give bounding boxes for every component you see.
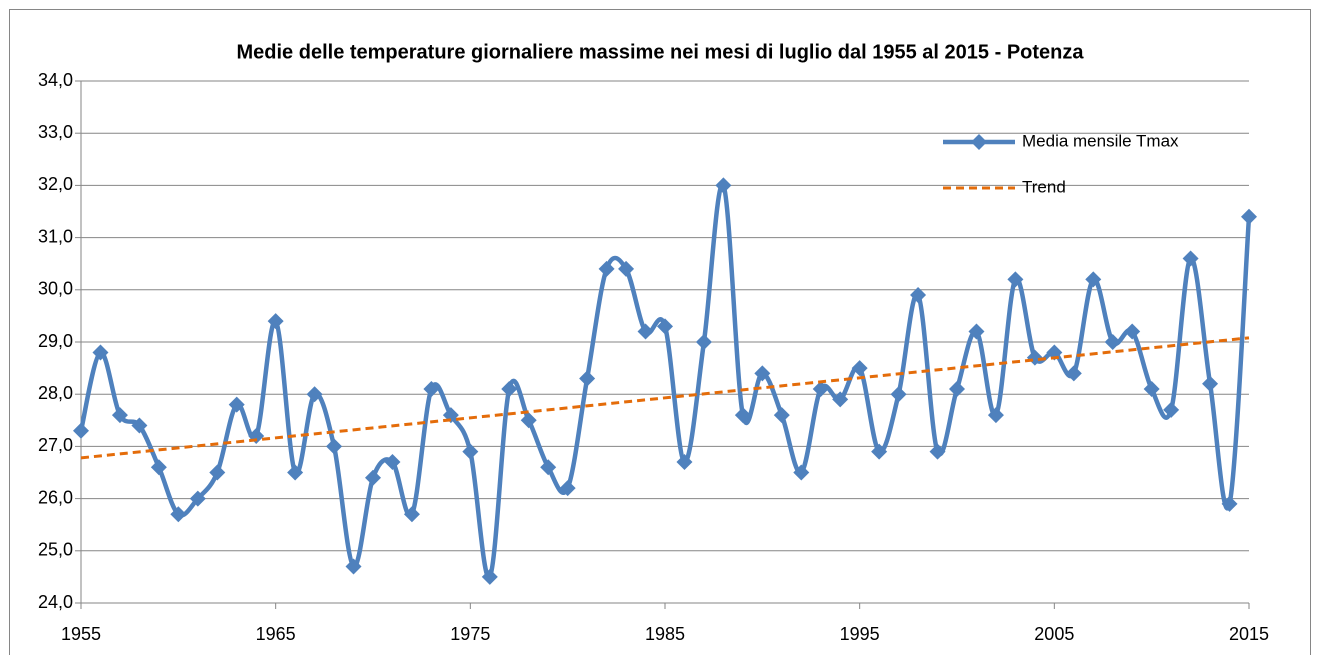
y-tick-label: 25,0 bbox=[38, 540, 73, 560]
data-marker bbox=[481, 568, 498, 585]
data-marker bbox=[1104, 334, 1121, 350]
y-tick-label: 26,0 bbox=[38, 487, 73, 507]
y-tick-label: 30,0 bbox=[38, 279, 73, 299]
data-marker bbox=[715, 177, 732, 194]
trend-line bbox=[80, 336, 1250, 460]
x-tick-label: 1995 bbox=[840, 624, 880, 644]
data-marker bbox=[1202, 375, 1219, 392]
data-marker bbox=[267, 313, 284, 330]
data-marker bbox=[1085, 271, 1102, 288]
data-marker bbox=[287, 464, 304, 481]
data-marker bbox=[1163, 401, 1180, 418]
chart-border bbox=[9, 9, 1311, 655]
data-marker bbox=[695, 334, 712, 350]
data-marker bbox=[598, 260, 615, 277]
y-tick-label: 28,0 bbox=[38, 383, 73, 403]
data-marker bbox=[949, 380, 965, 397]
data-marker bbox=[501, 380, 518, 397]
data-marker bbox=[1221, 495, 1238, 512]
data-marker bbox=[754, 365, 771, 382]
data-marker bbox=[579, 370, 596, 387]
data-marker bbox=[1241, 208, 1257, 225]
data-marker bbox=[345, 558, 362, 575]
data-marker bbox=[812, 380, 829, 397]
data-marker bbox=[1182, 250, 1199, 267]
data-marker bbox=[423, 380, 440, 397]
data-marker bbox=[618, 260, 635, 277]
data-marker bbox=[403, 506, 420, 523]
data-marker bbox=[1143, 380, 1160, 397]
x-tick-label: 1955 bbox=[61, 624, 101, 644]
x-tick-label: 2005 bbox=[1034, 624, 1074, 644]
data-marker bbox=[365, 469, 381, 486]
data-marker bbox=[832, 391, 849, 408]
chart-title: Medie delle temperature giornaliere mass… bbox=[237, 41, 1085, 63]
data-marker bbox=[1124, 323, 1141, 340]
x-tick-label: 1985 bbox=[645, 624, 685, 644]
data-marker bbox=[384, 454, 401, 471]
legend-marker bbox=[971, 134, 987, 150]
data-marker bbox=[540, 459, 557, 476]
legend-label: Trend bbox=[1022, 177, 1066, 196]
data-marker bbox=[92, 344, 109, 361]
data-marker bbox=[637, 323, 654, 340]
data-marker bbox=[559, 480, 576, 497]
data-marker bbox=[326, 438, 343, 455]
data-marker bbox=[929, 443, 946, 460]
data-marker bbox=[871, 443, 888, 460]
data-marker bbox=[734, 407, 751, 424]
data-marker bbox=[73, 422, 89, 439]
y-tick-label: 29,0 bbox=[38, 331, 73, 351]
data-marker bbox=[462, 443, 479, 460]
data-marker bbox=[1065, 365, 1082, 382]
x-tick-label: 2015 bbox=[1229, 624, 1269, 644]
x-tick-label: 1965 bbox=[256, 624, 296, 644]
y-tick-label: 31,0 bbox=[38, 226, 73, 246]
data-marker bbox=[111, 407, 128, 424]
data-marker bbox=[189, 490, 206, 507]
data-marker bbox=[987, 407, 1004, 424]
data-marker bbox=[228, 396, 245, 413]
y-tick-label: 34,0 bbox=[38, 70, 73, 90]
y-tick-label: 24,0 bbox=[38, 592, 73, 612]
data-marker bbox=[657, 318, 673, 335]
data-marker bbox=[968, 323, 985, 340]
x-tick-label: 1975 bbox=[450, 624, 490, 644]
data-marker bbox=[773, 407, 790, 424]
data-marker bbox=[520, 412, 537, 429]
data-marker bbox=[793, 464, 810, 481]
data-marker bbox=[306, 386, 323, 403]
y-tick-label: 27,0 bbox=[38, 435, 73, 455]
data-marker bbox=[150, 459, 167, 476]
y-tick-label: 33,0 bbox=[38, 122, 73, 142]
data-marker bbox=[890, 386, 907, 403]
data-marker bbox=[851, 360, 868, 377]
y-tick-label: 32,0 bbox=[38, 174, 73, 194]
data-marker bbox=[248, 427, 265, 444]
data-marker bbox=[131, 417, 148, 434]
data-marker bbox=[910, 287, 927, 304]
data-marker bbox=[170, 506, 187, 523]
legend-label: Media mensile Tmax bbox=[1022, 131, 1179, 150]
data-marker bbox=[1007, 271, 1024, 288]
data-marker bbox=[209, 464, 226, 481]
data-marker bbox=[676, 454, 693, 471]
